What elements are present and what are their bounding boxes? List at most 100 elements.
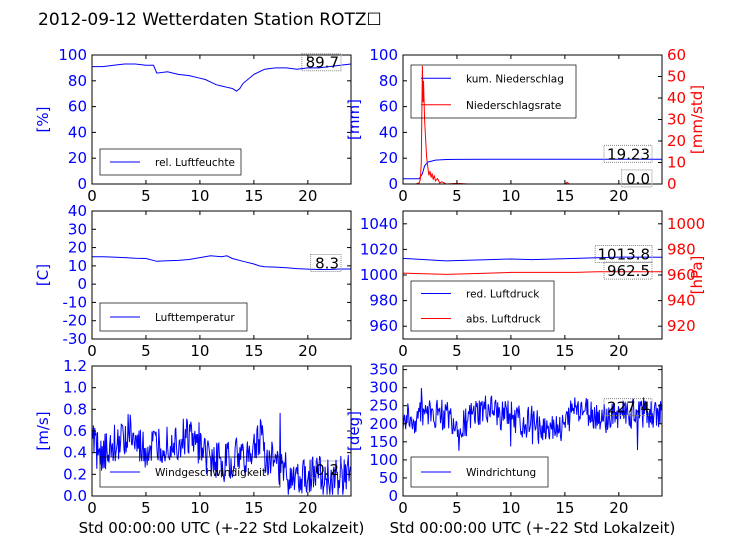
series-line-windgeschwindigkeit (92, 412, 351, 495)
current-value-box (594, 245, 653, 264)
x-axis-label: Std 00:00:00 UTC (+-22 Std Lokalzeit) (79, 519, 365, 537)
x-tick-label: 15 (555, 342, 574, 360)
panel-bottom-left: 0 5 10 15 20 0.0 0.2 0.4 0.6 0.8 1.0 1.2 [m/s] Std 00… (34, 357, 364, 537)
x-tick-label: 10 (501, 342, 520, 360)
y-tick-label: 1020 (360, 240, 398, 258)
legend-label: red. Luftdruck (466, 289, 540, 301)
y-axis-label-right: [hPa] (688, 256, 706, 295)
legend-label: Windrichtung (466, 467, 536, 479)
y-axis-label: [deg] (345, 411, 363, 451)
series-line-abs-luftdruck (403, 271, 662, 275)
y-tick-label: 100 (369, 451, 398, 469)
legend-box (99, 302, 248, 332)
current-value: 1013.8 (598, 246, 651, 264)
series-line-windrichtung (403, 387, 662, 451)
y-tick-label: 40 (68, 202, 87, 220)
x-tick-label: 15 (555, 499, 574, 517)
y-tick-label: 0 (388, 487, 398, 505)
x-tick-label: 0 (87, 499, 97, 517)
y-tick-label: 350 (369, 361, 398, 379)
y-tick-label: 80 (68, 72, 87, 90)
x-tick-label: 10 (501, 187, 520, 205)
current-value: 227.4 (607, 399, 650, 417)
x-tick-label: 20 (298, 499, 317, 517)
x-tick-label: 5 (141, 342, 151, 360)
y-tick-label: 250 (369, 397, 398, 415)
y-tick-label: 0 (77, 275, 87, 293)
plot-frame (402, 365, 663, 497)
series-line-rel-luftfeuchte (92, 63, 351, 92)
y-tick-label: 0.0 (63, 487, 87, 505)
y-tick-label-right: 920 (667, 317, 696, 335)
x-tick-label: 0 (87, 187, 97, 205)
legend-label: kum. Niederschlag (466, 73, 564, 85)
current-value: 0.0 (626, 170, 650, 188)
y-tick-label: 300 (369, 379, 398, 397)
y-tick-label: 980 (369, 292, 398, 310)
legend-label: abs. Luftdruck (466, 314, 542, 326)
y-tick-label-right: 60 (667, 46, 686, 64)
legend-box (99, 456, 281, 488)
current-value-box (603, 398, 653, 417)
x-tick-label: 0 (398, 499, 408, 517)
y-axis-label-right: [mm/std] (688, 85, 706, 154)
legend-box (410, 280, 555, 332)
x-tick-label: 10 (190, 499, 209, 517)
y-tick-label: 1000 (360, 266, 398, 284)
x-tick-label: 0 (398, 187, 408, 205)
x-tick-label: 20 (609, 342, 628, 360)
y-tick-label: 0 (77, 175, 87, 193)
y-tick-label: 60 (68, 98, 87, 116)
y-tick-label-right: 20 (667, 132, 686, 150)
legend-box (410, 64, 577, 119)
y-tick-label: 60 (379, 98, 398, 116)
x-tick-label: 20 (298, 342, 317, 360)
y-tick-label: 30 (68, 220, 87, 238)
chart-title: 2012-09-12 Wetterdaten Station ROTZ☐ (38, 10, 382, 30)
legend-box (410, 456, 549, 488)
legend-box (99, 148, 242, 176)
y-tick-label-right: 1000 (667, 215, 705, 233)
current-value-box (603, 144, 653, 163)
current-value: 962.5 (607, 262, 650, 280)
y-tick-label: -10 (63, 293, 88, 311)
x-tick-label: 0 (87, 342, 97, 360)
panel-top-right: 0 5 10 15 20 0 20 40 60 80 100 0 10 20 30 40 50 60 [mm] [mm… (345, 46, 706, 205)
panel-middle-right: 0 5 10 15 20 960 980 1000 1020 1040 920 940 960 980 10… (360, 210, 706, 360)
x-tick-label: 10 (501, 499, 520, 517)
x-axis-label: Std 00:00:00 UTC (+-22 Std Lokalzeit) (390, 519, 676, 537)
y-tick-label-right: 0 (667, 175, 677, 193)
x-tick-label: 15 (244, 499, 263, 517)
x-tick-label: 5 (452, 187, 462, 205)
current-value: 8.3 (315, 254, 339, 272)
y-tick-label: 960 (369, 317, 398, 335)
y-tick-label-right: 960 (667, 266, 696, 284)
y-tick-label: 1040 (360, 215, 398, 233)
y-tick-label-right: 940 (667, 292, 696, 310)
current-value: 89.7 (306, 54, 339, 72)
y-tick-label: -30 (63, 330, 88, 348)
y-tick-label: 1.2 (63, 357, 87, 375)
current-value-box (310, 253, 342, 272)
y-tick-label: 20 (68, 149, 87, 167)
x-tick-label: 0 (398, 342, 408, 360)
y-tick-label: 50 (379, 469, 398, 487)
plot-frame (91, 210, 352, 340)
current-value: 19.23 (607, 145, 650, 163)
y-tick-label: 200 (369, 415, 398, 433)
panel-top-left: 0 5 10 15 20 0 20 40 60 80 100 [%] 89.7 rel. Luftfeuc… (34, 46, 352, 205)
y-tick-label: 100 (58, 46, 87, 64)
x-tick-label: 5 (452, 499, 462, 517)
legend-label: rel. Luftfeuchte (155, 157, 235, 169)
current-value: 0.2 (315, 461, 339, 479)
y-tick-label: -20 (63, 312, 88, 330)
legend-label: Windgeschwindigkeit (155, 467, 266, 479)
y-tick-label: 0.6 (63, 422, 87, 440)
y-tick-label: 1.0 (63, 379, 87, 397)
current-value-box (603, 261, 653, 280)
x-tick-label: 5 (141, 499, 151, 517)
panel-middle-left: 0 5 10 15 20-30-20-10010203040[C]8.3Lufttemp… (34, 202, 352, 360)
y-tick-label: 100 (369, 46, 398, 64)
